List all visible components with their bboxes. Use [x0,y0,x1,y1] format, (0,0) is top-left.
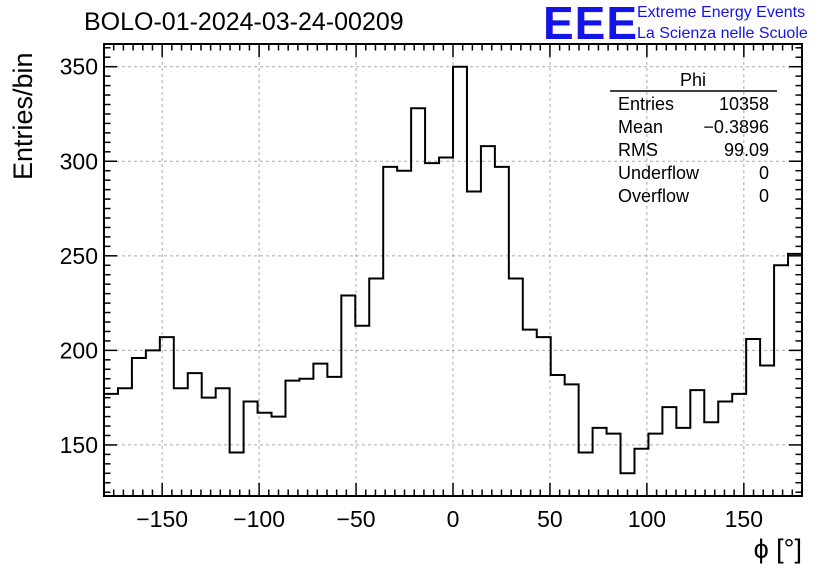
histogram-bin [593,428,607,496]
histogram-bin [313,364,327,496]
histogram-bin [411,108,425,496]
y-axis-title: Entries/bin [8,52,38,180]
histogram-bin [146,350,160,496]
x-tick-label: −50 [337,506,376,532]
stats-value: 0 [759,186,769,206]
histogram-bin [383,167,397,496]
stats-box: Phi Entries 10358 Mean −0.3896 RMS 99.09 Under… [610,70,777,206]
histogram-bin [341,296,355,496]
stats-value: 10358 [719,94,769,114]
histogram-bin [704,422,718,496]
tick-labels: −150 −100 −50 0 50 100 150 150 200 250 300 350 [60,54,763,532]
histogram-bin [565,384,579,496]
histogram-bin [327,377,341,496]
histogram-bin [132,358,146,496]
x-tick-label: 150 [725,506,763,532]
histogram-bin [495,167,509,496]
histogram-bin [230,453,244,496]
axis-ticks [104,44,802,496]
x-tick-label: 100 [628,506,666,532]
x-tick-label: 50 [537,506,563,532]
histogram-bin [648,434,662,496]
y-tick-label: 300 [60,148,98,174]
eee-logo: EEE [543,0,639,49]
histogram-bin [760,366,774,496]
histogram-bin [355,326,369,496]
histogram-bin [174,388,188,496]
y-tick-label: 200 [60,337,98,363]
x-tick-label: 0 [447,506,460,532]
histogram-bin [662,407,676,496]
plot-title: BOLO-01-2024-03-24-00209 [84,8,404,36]
stats-value: −0.3896 [703,117,769,137]
histogram-bin [676,428,690,496]
histogram-bin [537,337,551,496]
x-axis-title: ϕ [°] [754,534,802,564]
histogram-bin [118,388,132,496]
histogram-bin [453,67,467,496]
histogram-bin [523,330,537,496]
histogram-bin [272,417,286,496]
histogram-bin [397,171,411,496]
histogram-bin [774,265,788,496]
histogram-bin [202,398,216,496]
histogram-bin [467,192,481,496]
histogram-bin [425,163,439,496]
eee-logo-line1: Extreme Energy Events [637,4,806,21]
stats-name: Phi [680,70,706,90]
histogram-bin [299,379,313,496]
histogram-series [104,65,802,496]
histogram-bin [718,401,732,496]
x-tick-label: −100 [233,506,285,532]
stats-label: Underflow [618,163,700,183]
histogram-bin [216,388,230,496]
y-tick-label: 250 [60,243,98,269]
y-tick-label: 150 [60,432,98,458]
x-tick-label: −150 [136,506,188,532]
histogram-bin [579,453,593,496]
histogram-bin [285,381,299,496]
stats-label: Entries [618,94,674,114]
histogram-bin [244,401,258,496]
stats-value: 0 [759,163,769,183]
histogram-bin [746,339,760,496]
histogram-bin [509,279,523,496]
histogram-line [104,65,802,475]
histogram-bin [369,279,383,496]
stats-label: Overflow [618,186,690,206]
eee-logo-line2: La Scienza nelle Scuole [637,25,808,42]
histogram-bin [788,254,802,496]
histogram-bin [607,434,621,496]
histogram-bin [481,146,495,496]
histogram-bin [188,373,202,496]
histogram-bin [690,390,704,496]
stats-label: RMS [618,140,658,160]
y-tick-label: 350 [60,54,98,80]
stats-label: Mean [618,117,663,137]
stats-value: 99.09 [724,140,769,160]
histogram-bin [551,375,565,496]
